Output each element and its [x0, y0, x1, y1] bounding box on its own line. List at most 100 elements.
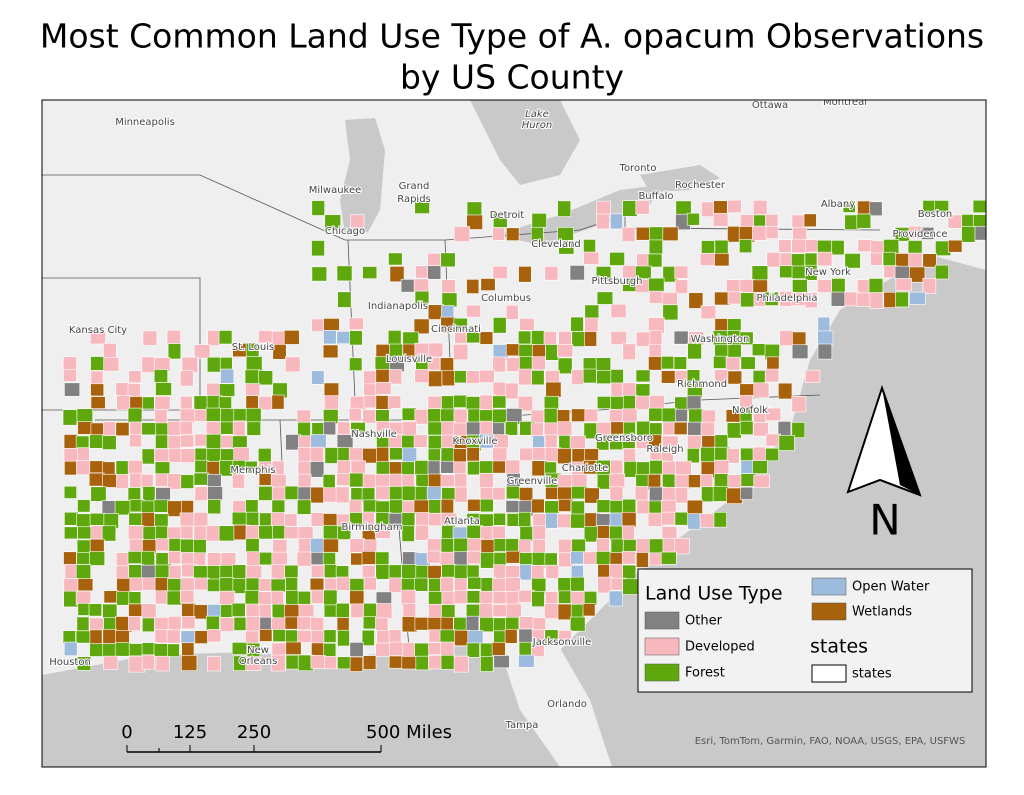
county — [492, 395, 507, 409]
county — [414, 524, 430, 541]
county — [571, 369, 584, 385]
county — [62, 630, 76, 644]
county — [129, 434, 142, 448]
county — [310, 564, 325, 578]
county — [154, 448, 170, 464]
county — [752, 225, 767, 241]
county — [727, 291, 743, 305]
county — [141, 356, 155, 373]
county — [544, 434, 558, 449]
county — [440, 498, 454, 516]
county — [492, 356, 506, 373]
place-label: New York — [805, 267, 851, 278]
county — [466, 564, 480, 579]
county — [194, 459, 209, 473]
county — [504, 577, 521, 594]
county — [830, 291, 846, 307]
legend-title: states — [810, 636, 868, 658]
county — [194, 408, 208, 422]
county — [584, 408, 599, 423]
county — [414, 369, 430, 383]
county — [479, 420, 493, 436]
county — [102, 655, 119, 670]
county — [479, 472, 494, 490]
county — [194, 577, 210, 591]
county — [673, 356, 687, 370]
county — [545, 564, 560, 579]
county — [493, 512, 506, 526]
county — [803, 213, 817, 228]
county — [453, 590, 468, 605]
place-label: Kansas City — [69, 325, 127, 336]
place-label: Greensboro — [595, 433, 653, 444]
county — [129, 396, 145, 410]
county — [244, 460, 258, 474]
county — [337, 656, 352, 670]
county — [465, 304, 481, 318]
county — [817, 343, 833, 360]
county — [570, 591, 585, 605]
legend-label: states — [852, 667, 892, 682]
county — [909, 291, 926, 305]
county — [244, 369, 261, 385]
county — [245, 525, 261, 539]
county — [179, 512, 196, 528]
county — [102, 461, 116, 475]
county — [428, 342, 444, 358]
county — [323, 589, 338, 606]
florida — [480, 640, 612, 767]
county — [76, 460, 91, 476]
county — [570, 513, 587, 529]
county — [441, 370, 455, 387]
county — [700, 421, 715, 437]
county — [740, 292, 755, 308]
place-label: Grand — [399, 181, 430, 192]
county — [179, 370, 194, 387]
place-label: Raleigh — [646, 444, 683, 455]
county — [595, 266, 612, 282]
county — [570, 500, 585, 515]
county — [375, 461, 390, 475]
county — [909, 266, 926, 283]
county — [610, 303, 627, 319]
county — [505, 550, 522, 564]
county — [101, 525, 117, 542]
county — [493, 617, 508, 632]
county — [596, 291, 614, 305]
county — [856, 292, 871, 307]
county — [311, 642, 325, 657]
county — [701, 240, 715, 254]
county — [947, 239, 963, 253]
county — [89, 434, 105, 449]
county — [558, 538, 573, 554]
county — [337, 421, 351, 437]
county — [557, 200, 572, 217]
arrow-shade — [882, 388, 920, 495]
county — [753, 382, 770, 398]
county — [77, 526, 93, 540]
county — [544, 266, 559, 281]
county — [805, 239, 820, 253]
county — [648, 538, 666, 554]
county — [102, 473, 118, 488]
county — [362, 655, 377, 670]
county — [569, 265, 585, 281]
county — [335, 486, 350, 504]
county — [258, 370, 274, 386]
county — [686, 212, 700, 226]
county — [323, 318, 340, 331]
county — [622, 498, 637, 515]
county — [792, 331, 807, 346]
county — [309, 446, 324, 463]
county — [557, 513, 572, 529]
county — [506, 227, 520, 241]
legend-label: Forest — [685, 666, 725, 681]
county — [727, 318, 742, 333]
county — [388, 655, 404, 669]
county — [336, 460, 351, 474]
county — [531, 590, 545, 607]
county — [207, 552, 222, 567]
lake — [340, 118, 385, 235]
county — [479, 460, 494, 475]
county — [271, 499, 286, 514]
